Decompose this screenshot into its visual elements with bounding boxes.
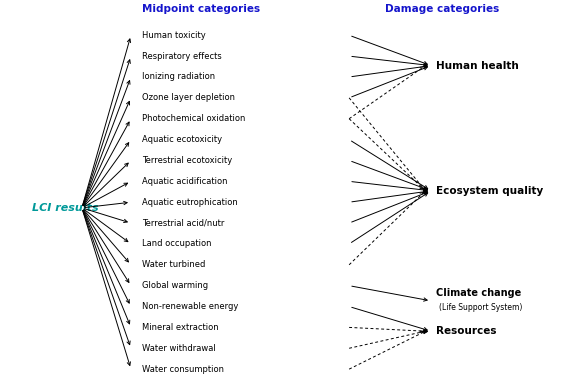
Text: Respiratory effects: Respiratory effects [142,52,222,61]
Text: Water consumption: Water consumption [142,364,224,374]
Text: Aquatic acidification: Aquatic acidification [142,177,227,186]
Text: Mineral extraction: Mineral extraction [142,323,219,332]
Text: Aquatic eutrophication: Aquatic eutrophication [142,198,237,207]
Text: Ionizing radiation: Ionizing radiation [142,72,215,81]
Text: Photochemical oxidation: Photochemical oxidation [142,114,245,123]
Text: Ecosystem quality: Ecosystem quality [436,186,544,196]
Text: Human toxicity: Human toxicity [142,31,206,40]
Text: Terrestrial acid/nutr: Terrestrial acid/nutr [142,219,224,228]
Text: Global warming: Global warming [142,281,208,290]
Text: Aquatic ecotoxicity: Aquatic ecotoxicity [142,135,222,144]
Text: Climate change: Climate change [436,287,521,298]
Text: Human health: Human health [436,61,519,70]
Text: Resources: Resources [436,326,497,336]
Text: Land occupation: Land occupation [142,240,211,249]
Text: Water turbined: Water turbined [142,260,205,269]
Text: Terrestrial ecotoxicity: Terrestrial ecotoxicity [142,156,232,165]
Text: Water withdrawal: Water withdrawal [142,344,216,353]
Text: Midpoint categories: Midpoint categories [142,4,260,14]
Text: Damage categories: Damage categories [385,4,499,14]
Text: Ozone layer depletion: Ozone layer depletion [142,93,235,102]
Text: Non-renewable energy: Non-renewable energy [142,302,238,311]
Text: (Life Support System): (Life Support System) [439,303,523,312]
Text: LCI results: LCI results [32,203,99,213]
